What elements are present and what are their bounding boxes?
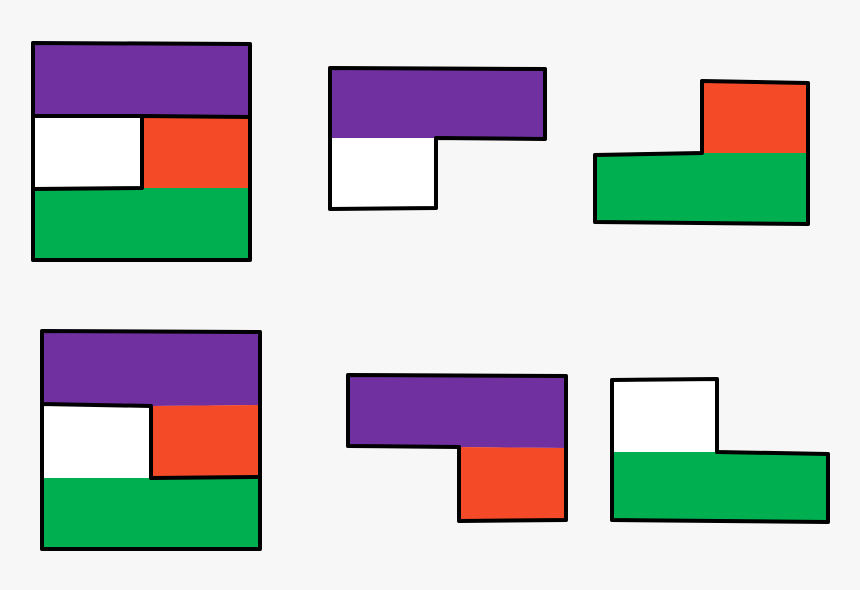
white-piece bbox=[33, 116, 142, 189]
purple-piece bbox=[33, 43, 250, 117]
red-piece bbox=[142, 116, 250, 188]
outline bbox=[328, 66, 547, 211]
green-piece bbox=[612, 452, 828, 522]
square-bottom bbox=[40, 329, 262, 551]
outline bbox=[610, 377, 830, 524]
outline bbox=[31, 41, 252, 262]
green-piece bbox=[595, 153, 808, 224]
l-white-green bbox=[610, 377, 830, 524]
outline bbox=[593, 79, 810, 226]
white-piece bbox=[612, 379, 717, 452]
l-purple-red bbox=[346, 373, 568, 523]
purple-piece bbox=[348, 375, 566, 448]
outline bbox=[346, 373, 568, 523]
l-red-green bbox=[593, 79, 810, 226]
l-purple-white bbox=[328, 66, 547, 211]
purple-piece bbox=[330, 68, 545, 139]
square-top bbox=[31, 41, 252, 262]
green-piece bbox=[42, 477, 260, 549]
outline bbox=[40, 329, 262, 551]
purple-piece bbox=[42, 331, 260, 406]
white-piece bbox=[42, 404, 151, 478]
green-piece bbox=[33, 188, 250, 260]
red-piece bbox=[151, 405, 260, 478]
white-piece bbox=[330, 138, 436, 209]
red-piece bbox=[459, 447, 566, 521]
red-piece bbox=[702, 81, 808, 153]
